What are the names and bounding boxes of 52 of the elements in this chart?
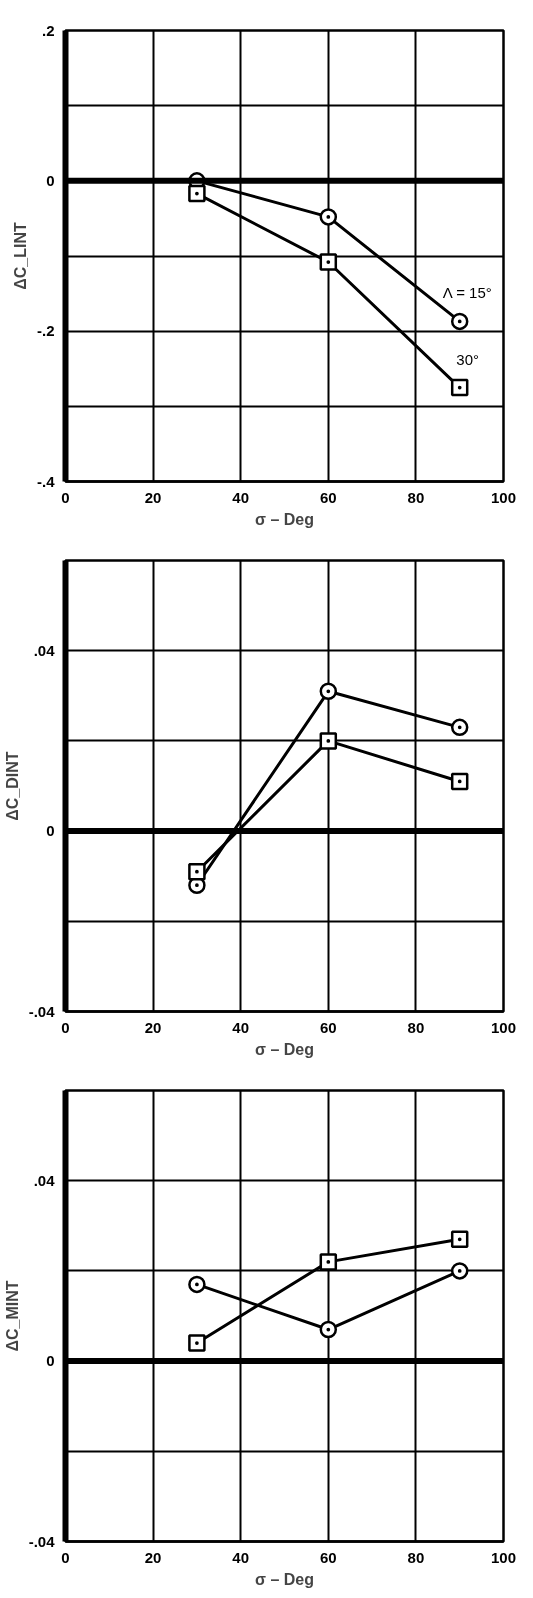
x-tick-label: 60: [319, 1548, 337, 1566]
x-axis-title: σ – Deg: [255, 1040, 314, 1058]
x-tick-label: 0: [61, 1018, 70, 1036]
point: [450, 1262, 469, 1280]
x-tick-label: 100: [490, 1548, 517, 1566]
x-tick-label: 100: [490, 488, 517, 506]
x-axis-title: σ – Deg: [255, 510, 314, 528]
x-tick-label: 80: [407, 1548, 425, 1566]
y-axis-title: ΔC_MINT: [3, 1280, 21, 1352]
x-tick-label: 60: [319, 1018, 337, 1036]
point: [319, 1320, 338, 1339]
x-tick-label: 20: [144, 1548, 162, 1566]
point: [319, 208, 338, 226]
x-tick-label: 100: [490, 1018, 517, 1036]
point: [188, 862, 206, 881]
y-tick-label: .04: [33, 1171, 56, 1189]
x-tick-label: 0: [61, 488, 70, 506]
series-label: Λ = 15°: [442, 284, 492, 302]
point: [450, 378, 469, 397]
point: [188, 1334, 206, 1352]
point: [319, 732, 338, 750]
y-tick-label: -.04: [28, 1532, 56, 1550]
x-tick-label: 40: [232, 1548, 250, 1566]
y-tick-label: -.2: [37, 322, 55, 340]
series-label: 30°: [456, 350, 480, 368]
x-axis-title: σ – Deg: [255, 1570, 314, 1588]
point: [450, 718, 469, 737]
x-tick-label: 80: [407, 1018, 425, 1036]
y-axis-title: ΔC_LINT: [12, 222, 29, 290]
point: [319, 1253, 338, 1271]
x-tick-label: 80: [407, 488, 425, 506]
point: [188, 184, 206, 203]
x-tick-label: 60: [319, 488, 337, 506]
y-tick-label: .04: [33, 641, 56, 659]
y-tick-label: .2: [41, 21, 55, 39]
y-tick-label: 0: [46, 1352, 55, 1370]
point: [319, 682, 338, 701]
x-tick-label: 40: [232, 488, 250, 506]
y-axis-title: ΔC_DINT: [3, 751, 21, 821]
point: [450, 1230, 469, 1249]
x-tick-label: 0: [61, 1548, 70, 1566]
y-tick-label: 0: [46, 822, 55, 840]
y-tick-label: -.04: [28, 1002, 56, 1020]
point: [319, 253, 338, 271]
x-tick-label: 20: [144, 1018, 162, 1036]
x-tick-label: 20: [144, 488, 162, 506]
point: [450, 772, 469, 791]
x-tick-label: 40: [232, 1018, 250, 1036]
y-tick-label: 0: [46, 171, 55, 189]
point: [188, 1275, 206, 1294]
point: [450, 312, 469, 331]
y-tick-label: -.4: [37, 472, 56, 490]
